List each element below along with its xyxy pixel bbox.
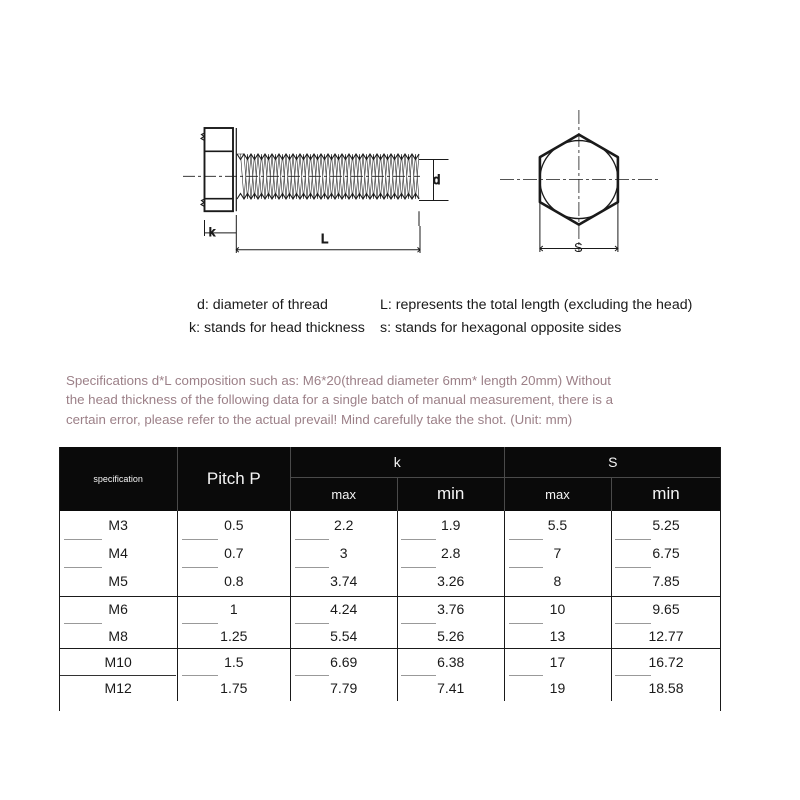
svg-text:k: k <box>209 225 216 239</box>
svg-text:certain error, please refer to: certain error, please refer to the actua… <box>66 412 572 427</box>
svg-text:k: stands for head thickness: k: stands for head thickness <box>189 320 365 336</box>
svg-text:s: stands for hexagonal opposi: s: stands for hexagonal opposite sides <box>380 320 621 336</box>
svg-text:Specifications d*L composition: Specifications d*L composition such as: … <box>66 373 611 388</box>
svg-text:L: L <box>321 231 328 246</box>
svg-text:d: diameter of thread: d: diameter of thread <box>197 297 328 313</box>
svg-text:L: represents the total length: L: represents the total length (excludin… <box>380 297 692 313</box>
svg-text:S: S <box>574 240 583 255</box>
svg-text:d: d <box>433 172 440 187</box>
svg-text:the head thickness of the foll: the head thickness of the following data… <box>66 392 614 407</box>
